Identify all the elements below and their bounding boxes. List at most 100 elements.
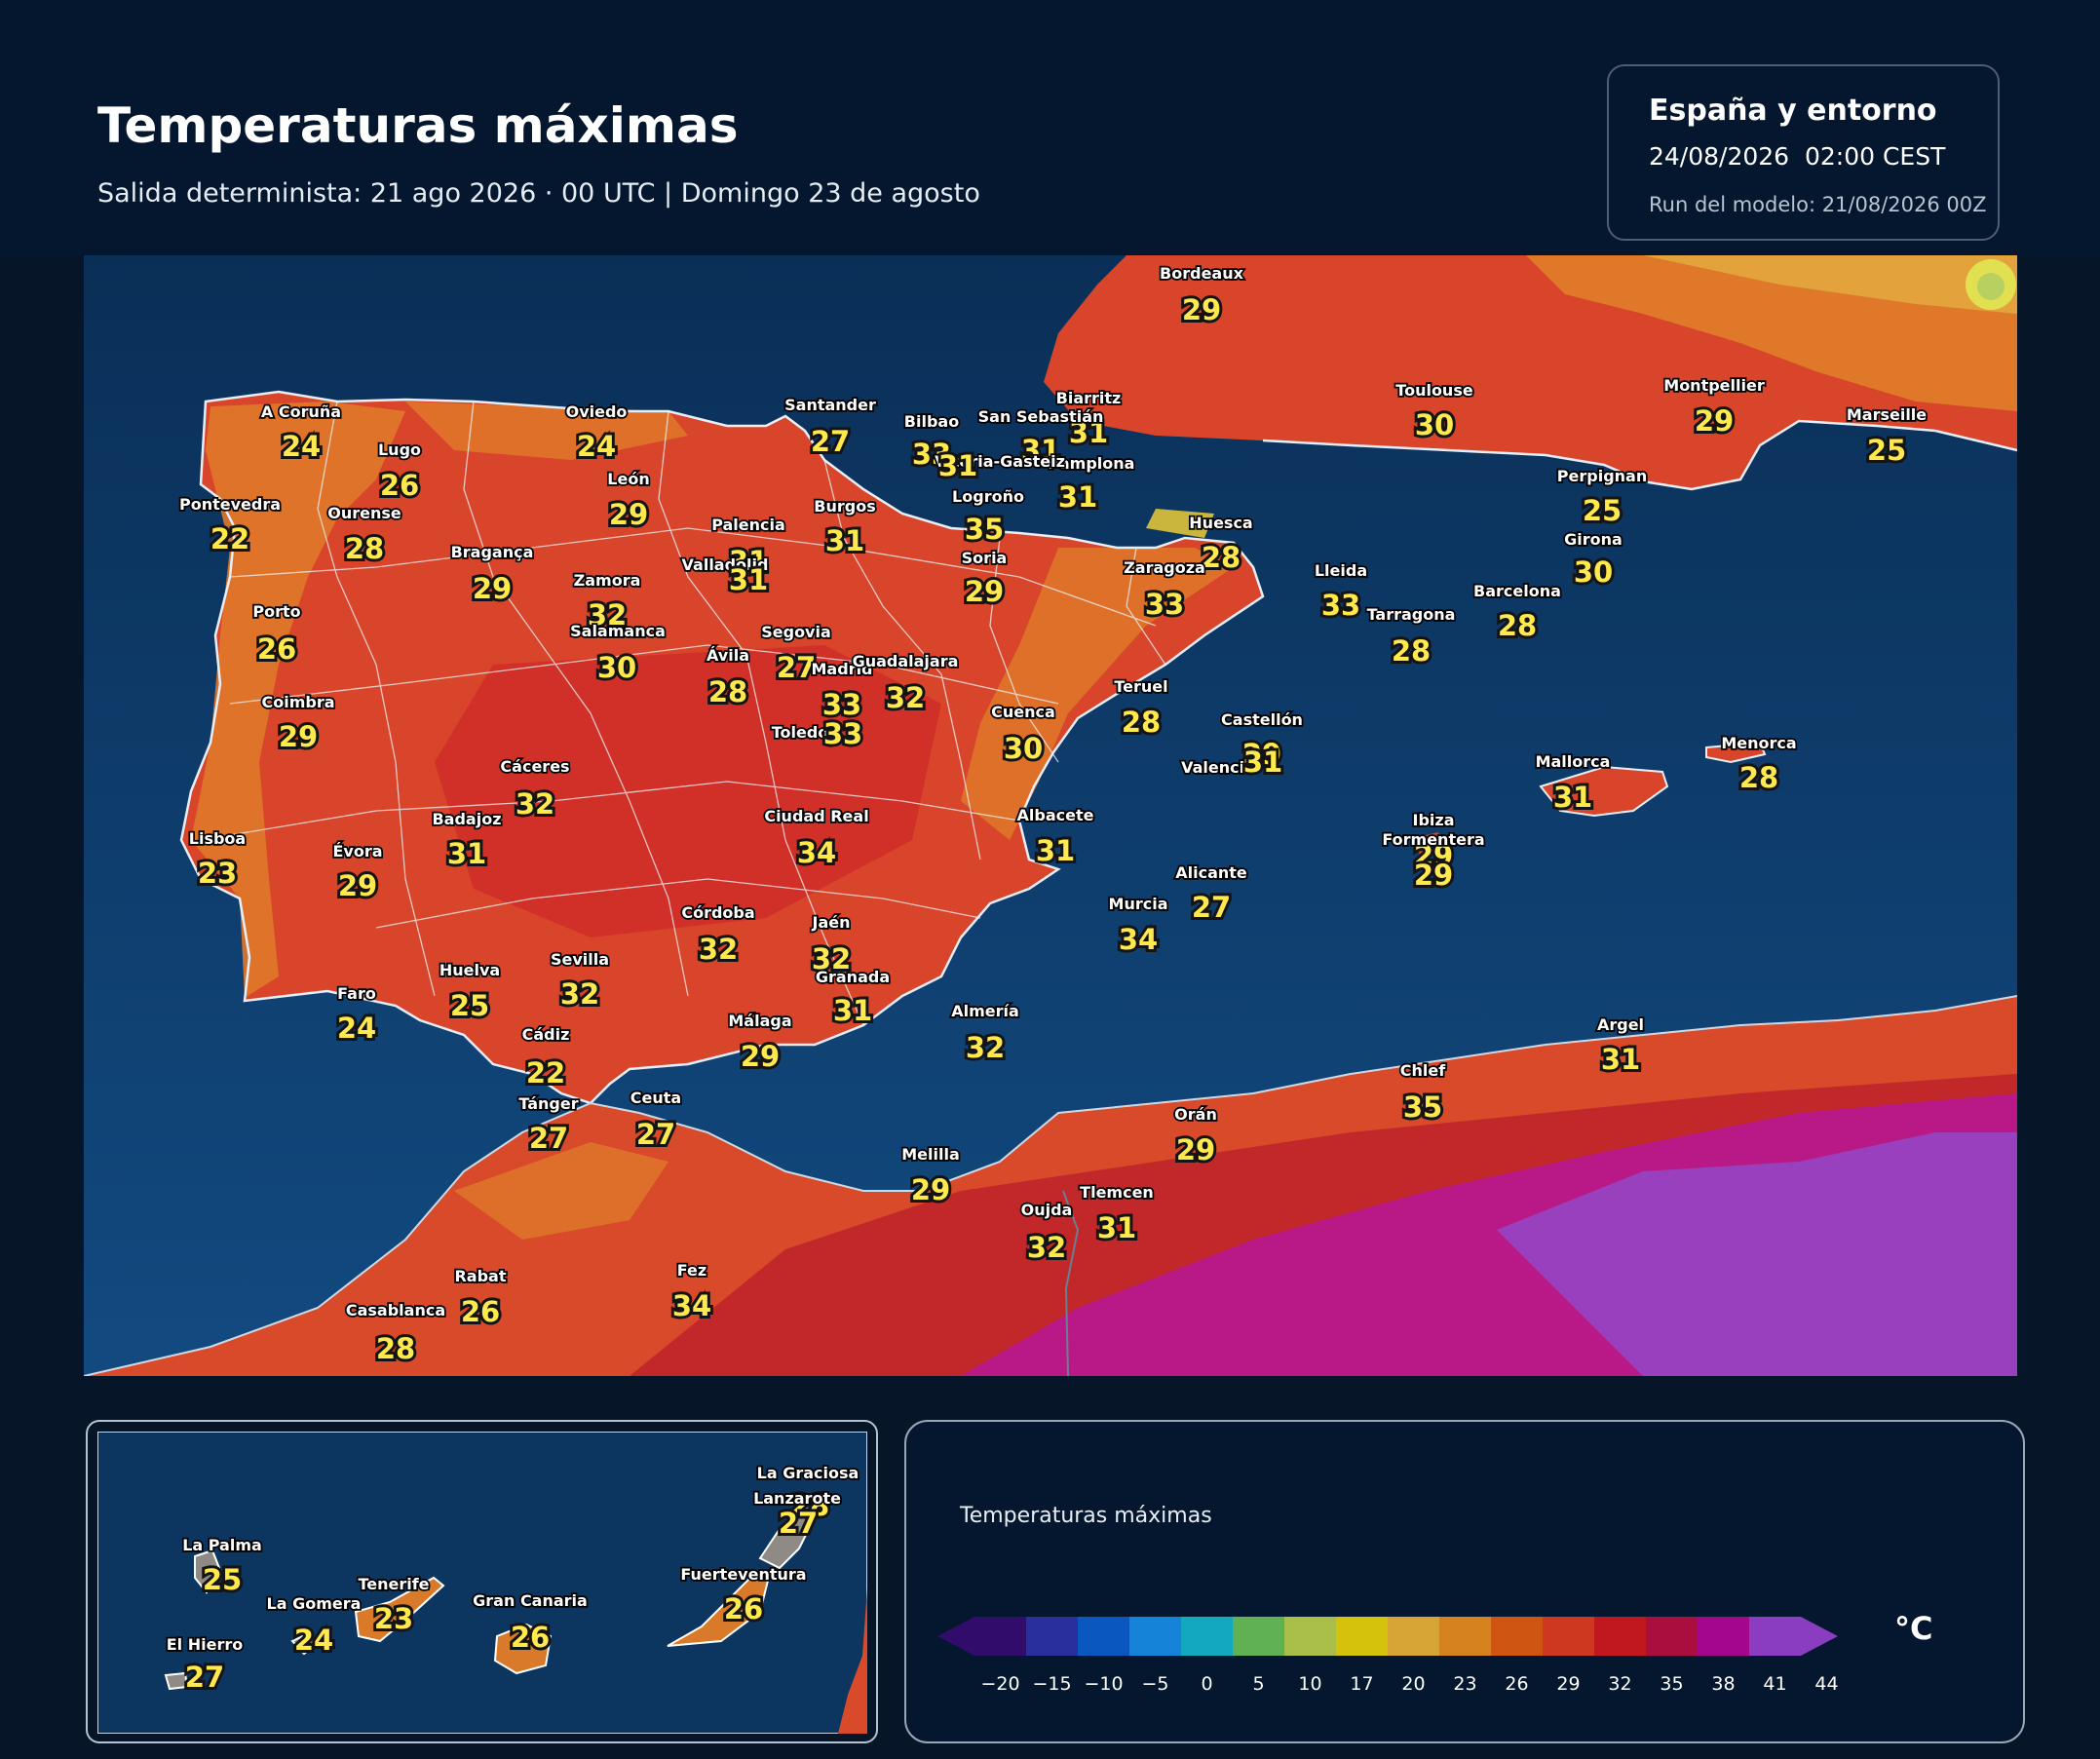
legend-color-bin [1233,1617,1285,1656]
station-name: Palencia [711,516,785,534]
legend-color-bin [1749,1617,1802,1656]
station-name: Cádiz [522,1025,570,1044]
station-temperature: 31 [729,545,768,578]
station-name: Santander [784,396,876,414]
station-temperature: 22 [526,1056,565,1090]
africa-coast [838,1587,867,1734]
station-name: Ourense [327,504,401,522]
station-temperature: 29 [1695,404,1734,438]
legend-color-bin [974,1617,1027,1656]
station-name: Valladolid [682,555,769,574]
station-temperature: 29 [1414,859,1453,892]
legend-tick-label: 29 [1556,1673,1580,1695]
station-temperature: 29 [911,1173,950,1206]
station-temperature: 24 [294,1624,333,1657]
station-temperature: 28 [1122,706,1161,739]
station-temperature: 30 [1004,732,1043,765]
legend-color-bin [1336,1617,1389,1656]
station-name: Córdoba [681,903,754,922]
page-subtitle: Salida determinista: 21 ago 2026 · 00 UT… [97,178,980,209]
station-name: Perpignan [1557,467,1647,485]
station-name: Tenerife [358,1575,429,1593]
station-temperature: 31 [1058,480,1097,514]
station-name: Burgos [814,497,875,516]
station-name: Ciudad Real [764,807,868,825]
station-temperature: 28 [376,1332,415,1365]
station-temperature: 31 [1601,1043,1640,1076]
legend-tick-label: 38 [1711,1673,1735,1695]
legend-tick-label: 5 [1252,1673,1264,1695]
station-name: Girona [1564,530,1623,549]
station-name: Chlef [1400,1061,1446,1080]
station-name: Mallorca [1536,752,1611,771]
station-name: Tánger [518,1094,578,1113]
legend-tick-labels: −20 −15 −10 −5 0 5 10 17 20 23 26 29 32 35 38 41 44 [980,1673,1838,1695]
station-temperature: 26 [461,1295,500,1328]
station-name: Toulouse [1395,381,1473,400]
legend-tick-label: 17 [1350,1673,1373,1695]
station-name: Cáceres [500,757,569,776]
station-name: Melilla [901,1145,960,1164]
station-temperature: 24 [282,430,321,463]
station-temperature: 23 [198,857,237,890]
station-name: Gran Canaria [473,1591,588,1610]
station-temperature: 25 [203,1563,242,1596]
station-name: Segovia [761,623,831,641]
legend-color-bin [1594,1617,1647,1656]
inset-station-labels: La Graciosa28Lanzarote27Fuerteventura26L… [165,1462,860,1697]
lanzarote-island [758,1503,816,1570]
station-temperature: 30 [1415,408,1454,441]
station-name: Lugo [378,440,421,459]
station-temperature: 27 [779,1507,818,1540]
station-temperature: 27 [1192,891,1231,924]
legend-tick-label: 41 [1763,1673,1786,1695]
station-name: Oujda [1021,1201,1073,1219]
station-temperature: 32 [560,977,599,1011]
station-temperature: 27 [811,425,850,458]
station-temperature: 35 [1403,1090,1442,1124]
station-temperature: 33 [822,688,861,721]
station-name: A Coruña [261,402,341,421]
station-temperature: 27 [636,1118,675,1151]
station-name: Fez [677,1261,706,1280]
legend-color-bin [1078,1617,1130,1656]
page-title: Temperaturas máximas [97,97,739,154]
map-station-labels: Bordeaux 29 Toulouse 30 Montpellier 29 Marseil… [177,262,1928,1368]
station-name: Jaén [812,913,851,932]
station-temperature: 26 [257,632,296,666]
station-temperature: 29 [1242,738,1281,771]
temperature-map[interactable]: Bordeaux 29 Toulouse 30 Montpellier 29 Marseil… [84,255,2017,1376]
station-temperature: 26 [380,469,419,502]
legend-title: Temperaturas máximas [960,1504,1212,1528]
station-name: Pontevedra [179,495,281,514]
station-temperature: 29 [965,575,1004,608]
legend-min-arrow [937,1617,974,1656]
station-name: Montpellier [1663,376,1765,395]
station-name: Oviedo [566,402,628,421]
legend-color-bin [1181,1617,1234,1656]
station-temperature: 31 [938,449,977,482]
station-temperature: 26 [511,1621,550,1654]
station-temperature: 28 [708,675,747,708]
legend-unit: °C [1894,1610,1932,1647]
canary-islands-inset[interactable]: La Graciosa 28 Lanzarote 27 Fuerteventura 26 L… [86,1420,878,1743]
model-run: Run del modelo: 21/08/2026 00Z [1649,193,1987,216]
el-hierro-island [164,1671,189,1691]
legend-tick-label: −20 [980,1673,1019,1695]
legend-tick-label: 20 [1401,1673,1425,1695]
station-temperature: 32 [966,1031,1005,1064]
station-temperature: 33 [1145,588,1184,621]
station-name: Rabat [454,1267,506,1285]
station-name: Bragança [451,543,534,561]
station-name: Lisboa [189,829,246,848]
station-name: Tlemcen [1080,1183,1154,1202]
station-temperature: 24 [577,430,616,463]
station-temperature: 34 [797,836,836,869]
station-temperature: 35 [965,513,1004,546]
legend-color-bin [1439,1617,1492,1656]
legend-color-bin [1129,1617,1182,1656]
station-temperature: 29 [609,498,648,531]
station-name: Biarritz [1056,389,1122,407]
station-name: Teruel [1114,677,1167,696]
map-background [84,255,2017,1376]
